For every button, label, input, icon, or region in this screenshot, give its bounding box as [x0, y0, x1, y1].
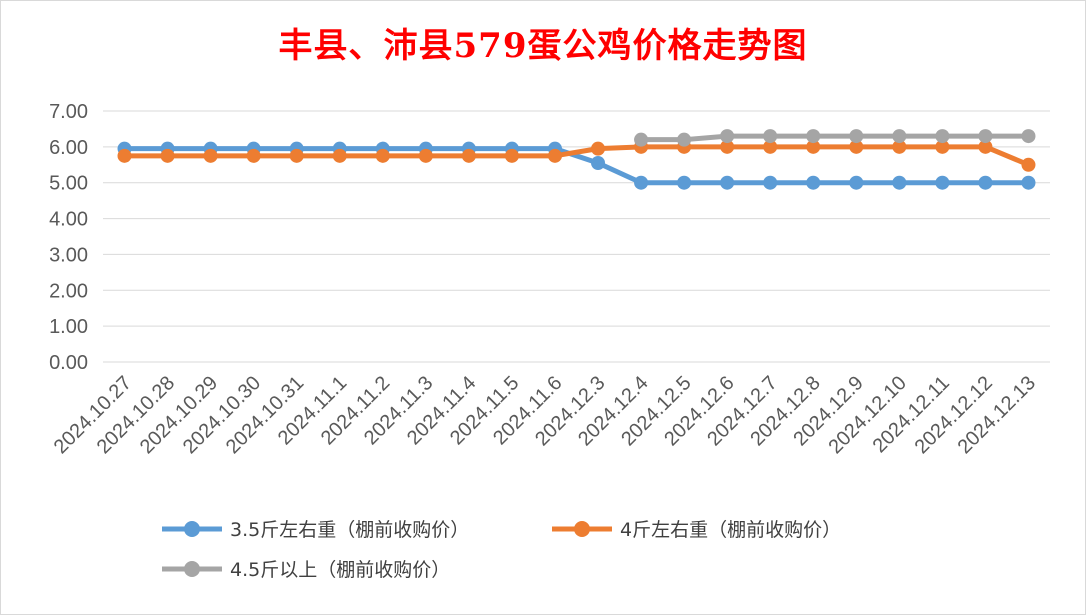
data-point — [375, 148, 390, 163]
data-point — [720, 129, 735, 144]
data-point — [591, 155, 606, 170]
legend-swatch-marker — [184, 561, 200, 577]
series-line — [122, 144, 1031, 168]
y-tick-label: 1.00 — [49, 316, 88, 338]
legend-swatch-marker — [184, 521, 200, 537]
data-point — [935, 175, 950, 190]
legend-item: 3.5斤左右重（棚前收购价） — [162, 519, 469, 541]
data-point — [849, 129, 864, 144]
data-point — [634, 175, 649, 190]
y-tick-label: 5.00 — [49, 173, 88, 195]
data-point — [763, 139, 778, 154]
chart-title: 丰县、沛县579蛋公鸡价格走势图 — [278, 26, 808, 66]
y-tick-label: 4.00 — [49, 209, 88, 231]
legend-item: 4斤左右重（棚前收购价） — [552, 519, 841, 541]
series-layer — [117, 129, 1036, 190]
y-axis-ticks: 0.00 1.00 2.00 3.00 4.00 5.00 6.00 7.00 — [49, 101, 88, 374]
data-point — [978, 175, 993, 190]
data-point — [806, 129, 821, 144]
data-point — [203, 148, 218, 163]
data-point — [935, 139, 950, 154]
legend-label: 4.5斤以上（棚前收购价） — [230, 559, 450, 581]
series-line — [122, 146, 1031, 186]
data-point — [677, 132, 692, 147]
data-point — [591, 141, 606, 156]
y-tick-label: 2.00 — [49, 280, 88, 302]
data-point — [461, 148, 476, 163]
data-point — [677, 175, 692, 190]
data-point — [978, 139, 993, 154]
data-point — [160, 148, 175, 163]
data-point — [763, 175, 778, 190]
data-point — [892, 129, 907, 144]
legend: 3.5斤左右重（棚前收购价） 4斤左右重（棚前收购价） 4.5斤以上（棚前收购价） — [162, 519, 841, 581]
data-point — [1021, 157, 1036, 172]
data-point — [634, 132, 649, 147]
series-3 — [634, 129, 1036, 147]
data-point — [1021, 175, 1036, 190]
data-point — [935, 129, 950, 144]
data-point — [892, 175, 907, 190]
legend-label: 4斤左右重（棚前收购价） — [620, 519, 841, 541]
data-point — [547, 148, 562, 163]
data-point — [418, 148, 433, 163]
legend-swatch-marker — [574, 521, 590, 537]
data-point — [892, 139, 907, 154]
y-tick-label: 6.00 — [49, 137, 88, 159]
data-point — [504, 148, 519, 163]
data-point — [1021, 129, 1036, 144]
data-point — [117, 148, 132, 163]
x-axis-ticks: 2024.10.272024.10.282024.10.292024.10.30… — [50, 372, 1040, 458]
y-tick-label: 0.00 — [49, 352, 88, 374]
series-line — [638, 133, 1031, 143]
data-point — [289, 148, 304, 163]
legend-item: 4.5斤以上（棚前收购价） — [162, 559, 450, 581]
legend-label: 3.5斤左右重（棚前收购价） — [230, 519, 469, 541]
data-point — [849, 139, 864, 154]
data-point — [978, 129, 993, 144]
data-point — [246, 148, 261, 163]
data-point — [806, 139, 821, 154]
data-point — [763, 129, 778, 144]
y-tick-label: 3.00 — [49, 244, 88, 266]
data-point — [720, 139, 735, 154]
y-tick-label: 7.00 — [49, 101, 88, 123]
data-point — [806, 175, 821, 190]
data-point — [332, 148, 347, 163]
data-point — [849, 175, 864, 190]
data-point — [720, 175, 735, 190]
